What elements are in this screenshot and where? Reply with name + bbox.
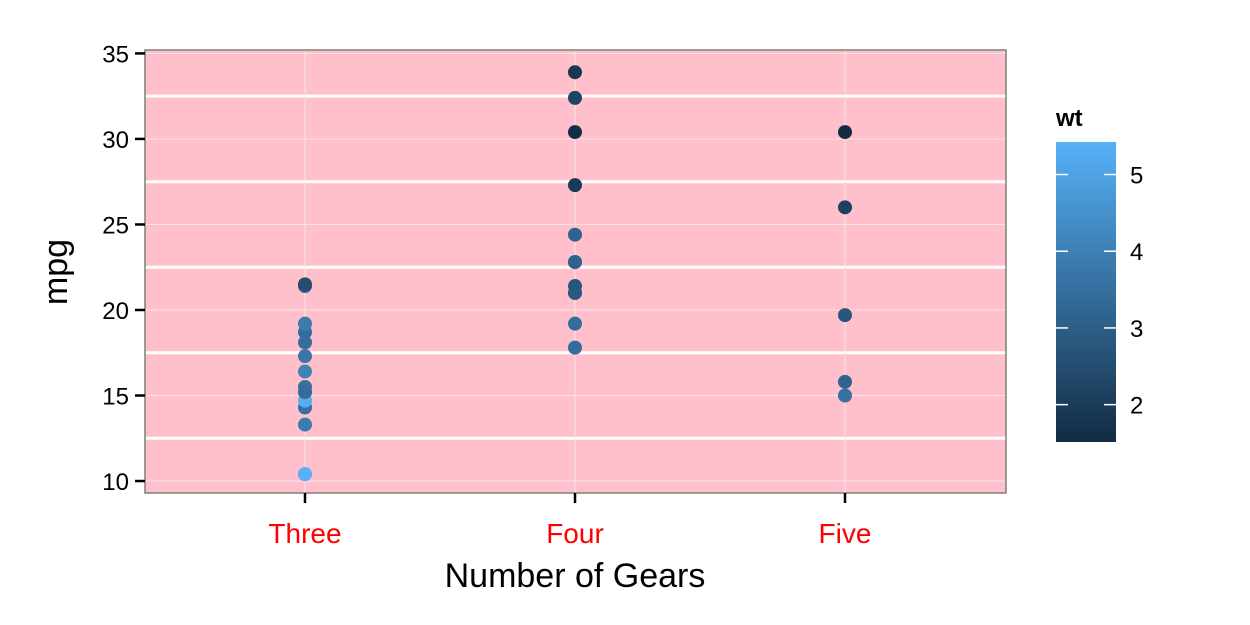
data-point xyxy=(838,388,852,403)
data-point xyxy=(568,255,582,270)
data-point xyxy=(298,316,312,331)
data-points xyxy=(298,65,852,482)
data-point xyxy=(298,385,312,400)
data-point xyxy=(568,279,582,294)
data-point xyxy=(298,335,312,350)
data-point xyxy=(568,65,582,80)
x-tick-label: Three xyxy=(268,518,341,549)
data-point xyxy=(838,125,852,140)
y-tick-label: 15 xyxy=(102,384,129,411)
legend-tick-label: 4 xyxy=(1130,239,1143,266)
y-tick-label: 30 xyxy=(102,127,129,154)
data-point xyxy=(568,125,582,140)
data-point xyxy=(568,90,582,105)
x-axis-title: Number of Gears xyxy=(445,557,706,595)
y-axis-title: mpg xyxy=(37,239,75,305)
data-point xyxy=(298,417,312,432)
legend-colorbar xyxy=(1056,142,1116,442)
data-point xyxy=(298,277,312,292)
legend-tick-label: 5 xyxy=(1130,163,1143,190)
data-point xyxy=(568,227,582,242)
axes: 10 15 20 25 30 35 Three Four Five xyxy=(102,41,871,549)
data-point xyxy=(838,308,852,323)
data-point xyxy=(298,364,312,379)
legend-tick-label: 2 xyxy=(1130,393,1143,420)
data-point xyxy=(838,200,852,215)
x-tick-label: Four xyxy=(546,518,604,549)
x-tick-label: Five xyxy=(819,518,872,549)
color-legend: wt 2 3 4 5 xyxy=(1055,105,1143,442)
data-point xyxy=(298,467,312,482)
data-point xyxy=(298,349,312,364)
data-point xyxy=(838,374,852,389)
legend-tick-label: 3 xyxy=(1130,316,1143,343)
legend-title: wt xyxy=(1055,105,1083,132)
y-tick-label: 35 xyxy=(102,41,129,68)
data-point xyxy=(568,178,582,193)
y-tick-label: 10 xyxy=(102,469,129,496)
y-tick-label: 20 xyxy=(102,298,129,325)
data-point xyxy=(568,316,582,331)
data-point xyxy=(568,340,582,355)
y-tick-label: 25 xyxy=(102,212,129,239)
